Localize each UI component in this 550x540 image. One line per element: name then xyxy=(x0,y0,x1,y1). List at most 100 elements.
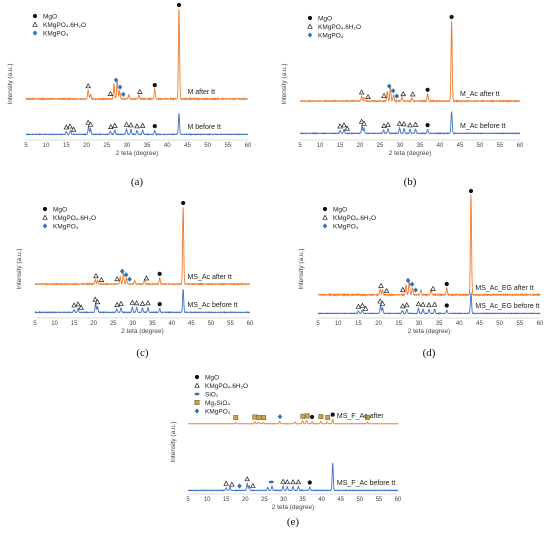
panel-label: (c) xyxy=(136,347,149,359)
marker-kmp xyxy=(112,122,118,128)
series-line-after xyxy=(187,418,399,425)
marker-mg2sio4 xyxy=(300,413,306,419)
marker-mgo xyxy=(32,13,38,19)
marker-mgo xyxy=(444,281,449,287)
x-tick-label: 35 xyxy=(417,143,424,149)
marker-kmp xyxy=(381,122,387,128)
marker-kmp xyxy=(92,296,98,302)
marker-kmp xyxy=(75,301,81,307)
panel-label: (e) xyxy=(287,516,300,528)
y-axis-label: Intensity (a.u.) xyxy=(170,421,177,462)
marker-mg2sio4 xyxy=(325,414,331,420)
marker-kmp xyxy=(107,123,114,129)
x-tick-label: 25 xyxy=(103,143,110,149)
x-tick-label: 30 xyxy=(397,143,404,149)
marker-kmp xyxy=(139,122,146,128)
x-axis-label: 2 teta (degree) xyxy=(121,328,164,335)
x-tick-label: 35 xyxy=(144,143,151,149)
marker-kmgpo4 xyxy=(113,77,119,83)
marker-kmp xyxy=(114,301,120,307)
marker-kmp xyxy=(223,480,229,486)
legend-kmp: KMgPO₄.6H₂O xyxy=(53,215,96,222)
marker-kmp xyxy=(143,275,150,281)
x-tick-label: 40 xyxy=(456,321,463,327)
marker-kmp xyxy=(70,126,77,132)
xrd-panel-5: 5 10 15 20 25 30 35 40 45 50 55 60 2 teta (degree) In… xyxy=(170,374,402,528)
marker-kmp xyxy=(407,122,413,128)
marker-kmp xyxy=(139,300,146,306)
x-tick-label: 10 xyxy=(317,143,324,149)
marker-kmp xyxy=(399,286,406,292)
marker-kmp xyxy=(128,122,134,128)
marker-mgo xyxy=(322,206,328,212)
marker-kmp xyxy=(341,122,347,128)
marker-kmp xyxy=(381,92,387,98)
marker-kmgpo4 xyxy=(32,30,38,36)
x-tick-label: 35 xyxy=(149,321,156,327)
x-tick-label: 15 xyxy=(337,143,344,149)
x-tick-label: 40 xyxy=(318,497,325,503)
marker-kmp xyxy=(85,119,91,125)
series-label: MS_Ac_EG before tt xyxy=(475,303,539,310)
marker-kmp xyxy=(396,120,403,126)
marker-mgo xyxy=(425,87,430,92)
x-tick-label: 50 xyxy=(496,321,503,327)
marker-mg2sio4 xyxy=(261,415,267,421)
y-axis-label: Intensity (a.u.) xyxy=(298,248,305,289)
marker-kmgpo4 xyxy=(127,276,132,282)
panel-label: (a) xyxy=(131,176,144,188)
marker-mgo xyxy=(42,206,48,212)
series-line-after xyxy=(34,207,251,287)
x-tick-label: 45 xyxy=(184,143,191,149)
x-axis-label: 2 teta (degree) xyxy=(408,328,451,335)
marker-sio2 xyxy=(268,480,274,484)
marker-kmp xyxy=(415,301,422,307)
x-tick-label: 60 xyxy=(537,321,544,327)
marker-kmgpo4 xyxy=(42,223,48,229)
marker-kmp xyxy=(114,276,120,282)
marker-kmp xyxy=(194,382,200,388)
marker-kmgpo4 xyxy=(120,91,126,97)
series-label: MS_Ac before tt xyxy=(187,302,237,309)
marker-kmp xyxy=(98,276,105,282)
marker-kmp xyxy=(401,121,407,127)
x-tick-label: 40 xyxy=(164,143,171,149)
series-label: MS_F_Ac before tt xyxy=(337,480,395,487)
marker-mgo xyxy=(157,271,162,276)
marker-mg2sio4 xyxy=(194,400,200,405)
marker-kmp xyxy=(383,287,390,293)
x-tick-label: 5 xyxy=(316,321,320,327)
x-tick-label: 55 xyxy=(227,321,234,327)
marker-mgo xyxy=(157,302,162,307)
marker-kmp xyxy=(133,300,140,306)
marker-mgo xyxy=(449,14,454,20)
marker-kmp xyxy=(123,121,130,127)
marker-kmp xyxy=(420,301,426,307)
marker-mgo xyxy=(176,2,182,8)
marker-kmp xyxy=(67,123,73,129)
marker-kmp xyxy=(63,124,70,130)
x-tick-label: 15 xyxy=(355,321,362,327)
marker-kmgpo4 xyxy=(409,281,415,287)
marker-kmp xyxy=(284,479,291,485)
x-tick-label: 40 xyxy=(168,321,175,327)
legend-sio2: SiO₂ xyxy=(205,391,219,398)
marker-kmgpo4 xyxy=(277,414,283,420)
x-tick-label: 60 xyxy=(245,143,252,149)
marker-kmp xyxy=(358,118,365,124)
marker-mg2sio4 xyxy=(233,415,239,421)
marker-kmp xyxy=(71,302,77,308)
series-label: M_Ac before tt xyxy=(460,123,506,130)
marker-kmp xyxy=(344,125,350,131)
x-tick-label: 20 xyxy=(357,143,364,149)
marker-kmp xyxy=(379,300,386,306)
marker-kmgpo4 xyxy=(413,287,418,293)
marker-kmp xyxy=(410,91,416,97)
marker-kmp xyxy=(337,123,343,129)
x-tick-label: 15 xyxy=(63,143,70,149)
legend-mgo: MgO xyxy=(205,374,219,381)
marker-kmgpo4 xyxy=(390,88,396,94)
legend-kmp: KMgPO₄.6H₂O xyxy=(318,24,361,31)
marker-kmp xyxy=(118,300,124,306)
x-tick-label: 5 xyxy=(24,143,28,149)
